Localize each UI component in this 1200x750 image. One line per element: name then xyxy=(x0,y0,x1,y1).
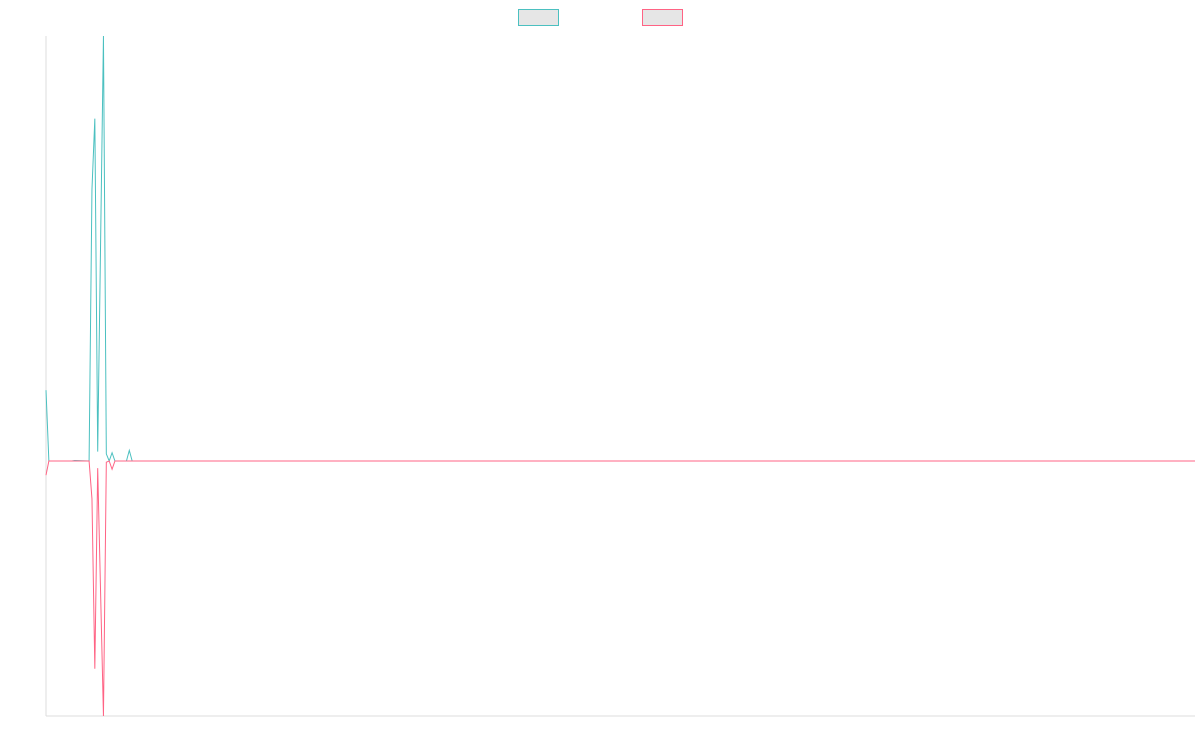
series-line-1 xyxy=(45,35,1195,463)
legend xyxy=(518,9,683,26)
series-line-2 xyxy=(45,460,1195,717)
axes xyxy=(45,36,1195,717)
legend-swatch-1[interactable] xyxy=(518,9,559,26)
legend-swatch-2[interactable] xyxy=(642,9,683,26)
series-layer xyxy=(45,35,1195,717)
